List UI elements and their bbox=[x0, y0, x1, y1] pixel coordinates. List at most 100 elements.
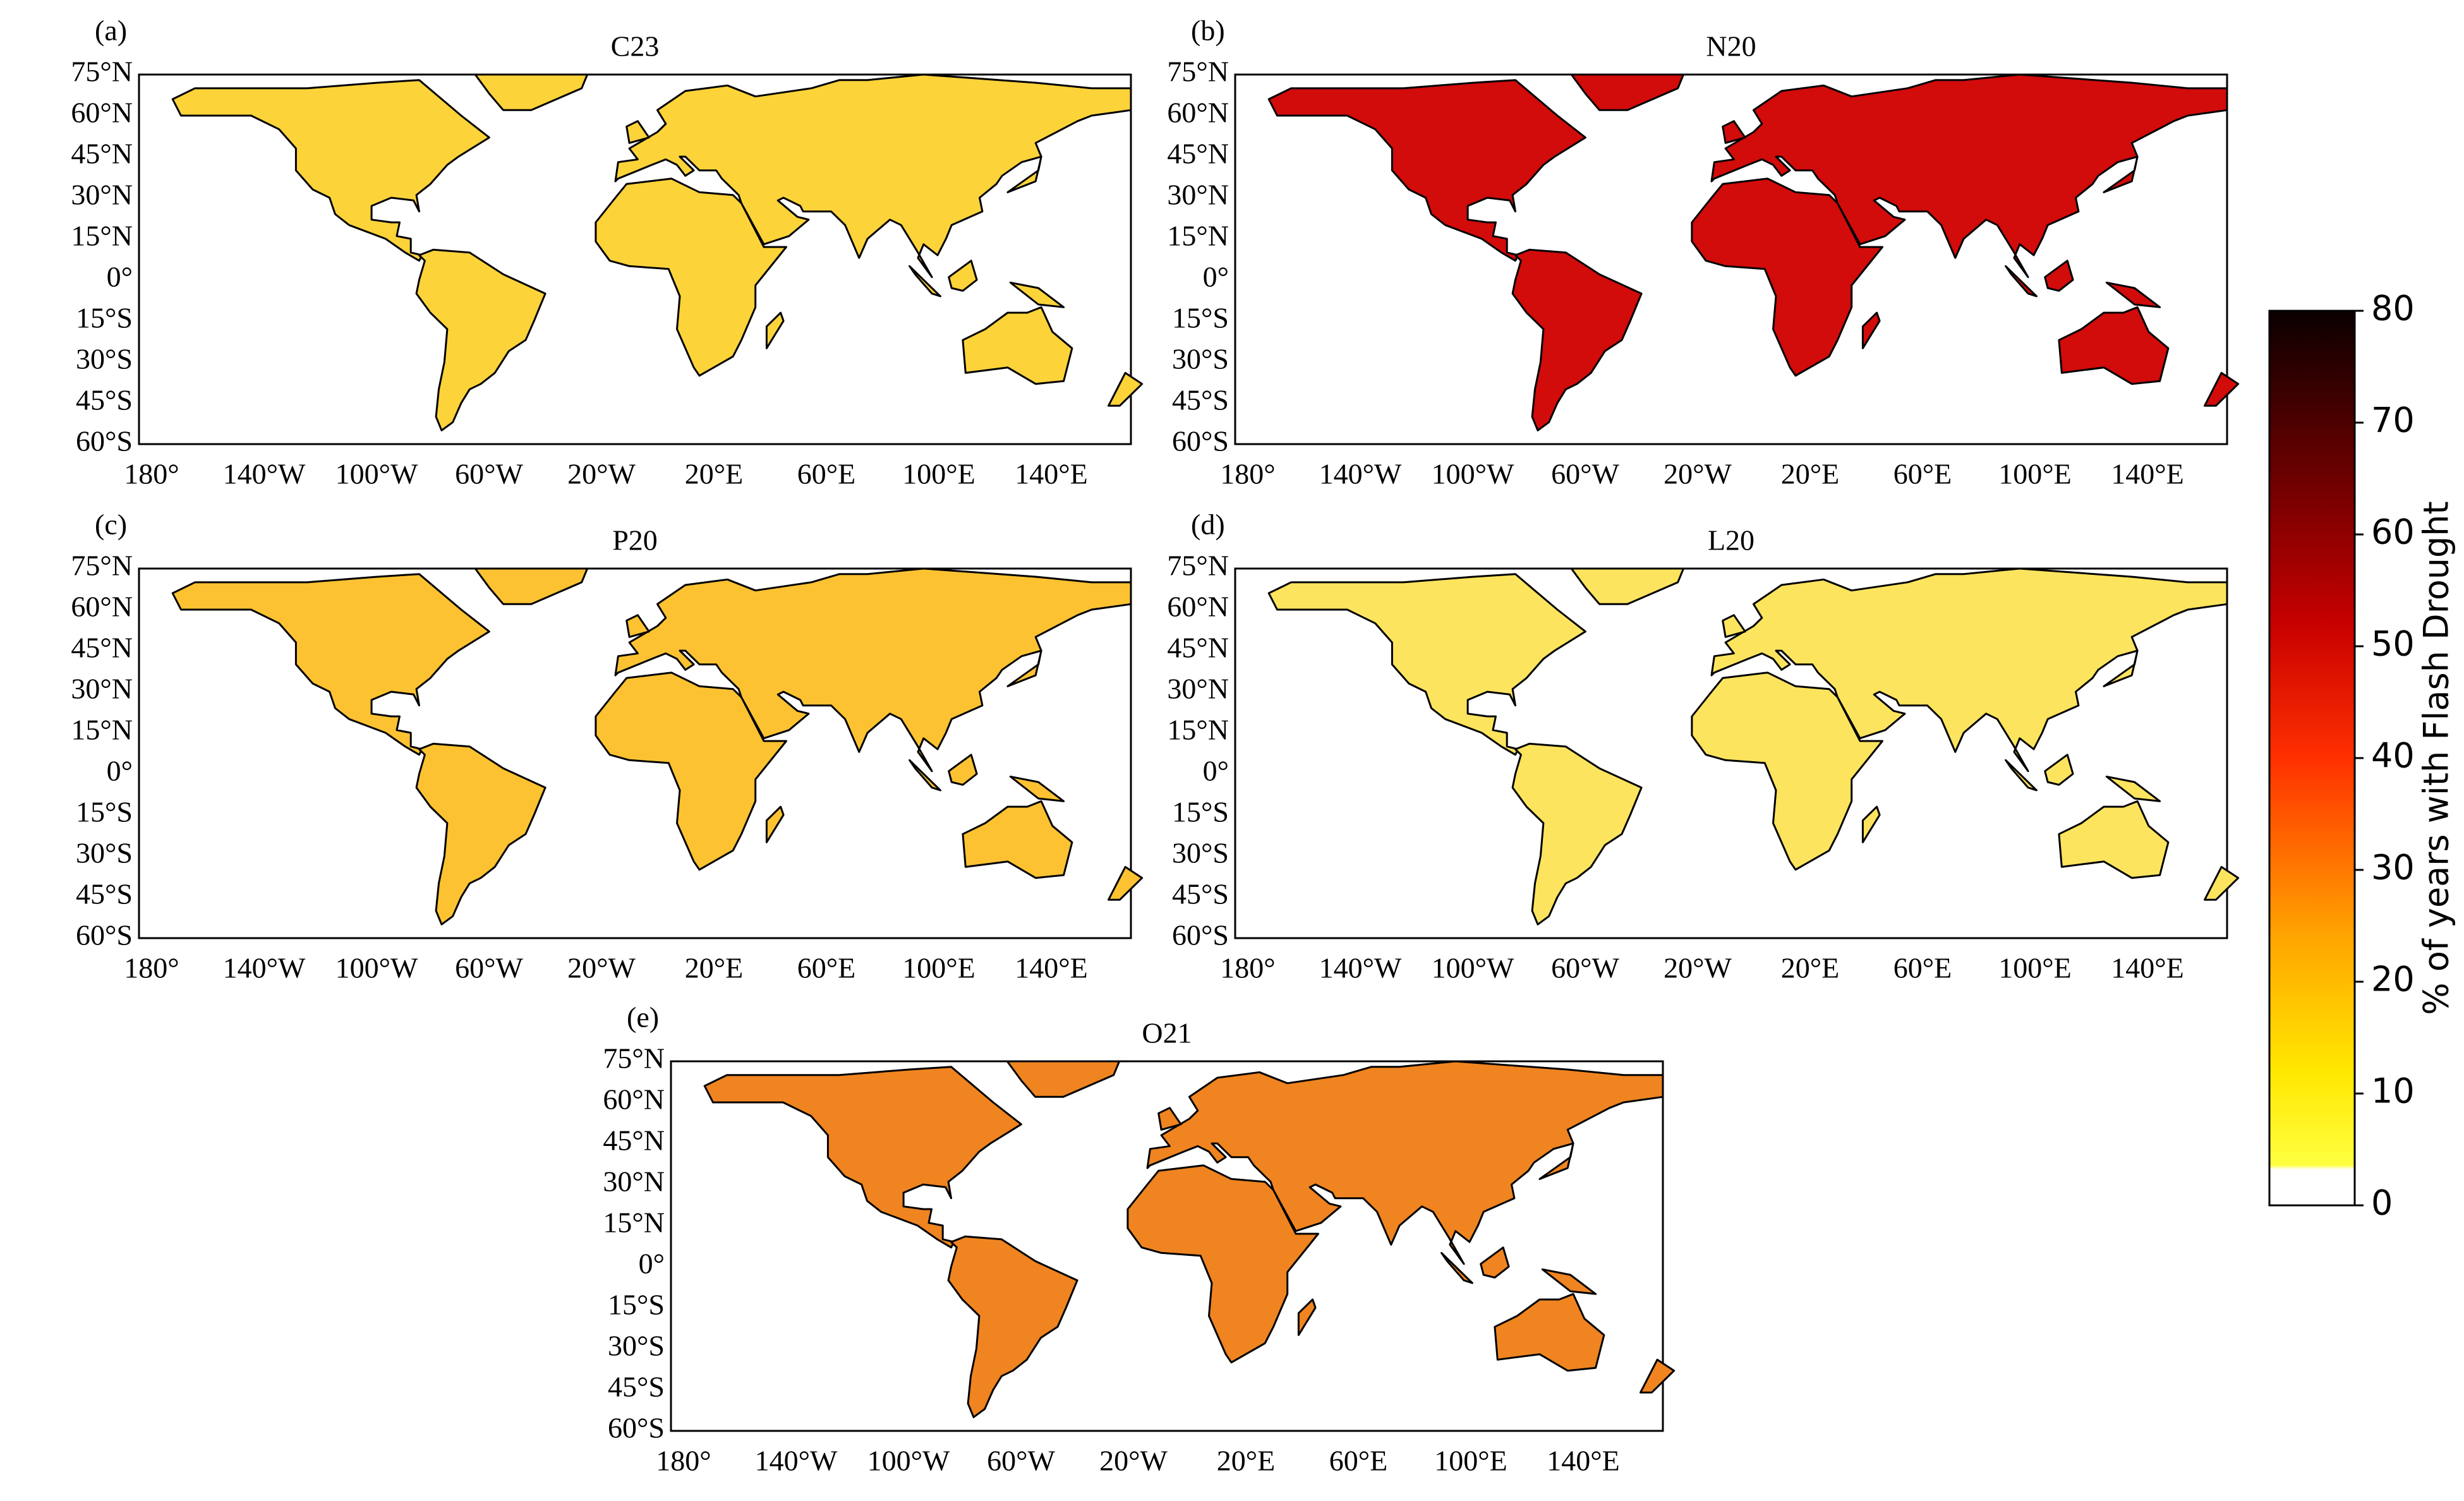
lon-tick-label: 140°E bbox=[2111, 458, 2184, 490]
lat-tick-label: 0° bbox=[107, 755, 133, 787]
lon-tick-label: 140°W bbox=[1319, 952, 1402, 984]
lon-tick-label: 60°W bbox=[1551, 458, 1619, 490]
land bbox=[1861, 311, 1881, 349]
lat-tick-label: 45°N bbox=[1167, 632, 1229, 664]
lat-tick-label: 60°S bbox=[608, 1412, 665, 1444]
land bbox=[614, 567, 1132, 773]
lon-tick-label: 20°W bbox=[1664, 952, 1732, 984]
land bbox=[948, 754, 978, 786]
panel-title: L20 bbox=[1708, 524, 1754, 557]
lon-tick-label: 140°W bbox=[755, 1445, 838, 1477]
land bbox=[1861, 805, 1881, 843]
lat-tick-label: 15°N bbox=[603, 1207, 665, 1239]
colorbar-tick-label: 40 bbox=[2371, 736, 2415, 776]
land bbox=[1722, 120, 1746, 144]
lat-tick-label: 15°S bbox=[1172, 302, 1229, 334]
lat-tick-label: 45°S bbox=[1172, 878, 1229, 910]
colorbar-tick-label: 30 bbox=[2371, 848, 2415, 888]
panel-label: (e) bbox=[627, 1001, 659, 1034]
land bbox=[2204, 865, 2240, 901]
land bbox=[1006, 155, 1042, 193]
lon-tick-label: 180° bbox=[124, 952, 179, 984]
lon-tick-label: 180° bbox=[1220, 458, 1275, 490]
lon-tick-label: 140°E bbox=[1015, 952, 1088, 984]
land bbox=[171, 573, 490, 756]
lat-tick-label: 45°S bbox=[76, 384, 133, 416]
lat-tick-label: 60°N bbox=[1167, 97, 1229, 129]
lat-tick-label: 15°S bbox=[1172, 796, 1229, 828]
land bbox=[1541, 1268, 1597, 1295]
lat-tick-label: 45°N bbox=[1167, 138, 1229, 170]
lat-tick-label: 75°N bbox=[1167, 550, 1229, 582]
lon-tick-label: 20°E bbox=[1781, 952, 1840, 984]
lat-tick-label: 15°N bbox=[1167, 220, 1229, 252]
lat-tick-label: 15°S bbox=[76, 796, 133, 828]
lon-tick-label: 100°W bbox=[1432, 458, 1514, 490]
land bbox=[1157, 1107, 1182, 1131]
lon-tick-label: 20°E bbox=[1781, 458, 1840, 490]
land bbox=[1006, 649, 1042, 687]
land bbox=[1009, 281, 1065, 308]
panel-label: (d) bbox=[1191, 509, 1225, 541]
lat-tick-label: 75°N bbox=[1167, 56, 1229, 88]
lat-tick-label: 60°N bbox=[71, 591, 133, 623]
land bbox=[703, 1066, 1022, 1249]
land bbox=[2005, 759, 2038, 792]
lon-tick-label: 100°E bbox=[1998, 952, 2072, 984]
colorbar: 0 10 20 30 40 50 60 70 80 % of years with Flash D… bbox=[2268, 289, 2456, 1223]
land bbox=[625, 614, 650, 638]
land bbox=[1511, 742, 1643, 925]
land bbox=[962, 800, 1073, 879]
lat-tick-label: 60°S bbox=[1172, 425, 1229, 457]
lon-tick-label: 180° bbox=[656, 1445, 711, 1477]
lat-tick-label: 0° bbox=[107, 261, 133, 293]
lat-tick-label: 0° bbox=[639, 1248, 665, 1280]
lon-tick-label: 100°E bbox=[902, 458, 975, 490]
land bbox=[1691, 178, 1883, 377]
lon-tick-label: 100°W bbox=[1432, 952, 1514, 984]
lon-tick-label: 100°E bbox=[1434, 1445, 1507, 1477]
lon-tick-label: 140°W bbox=[1319, 458, 1402, 490]
panel-title: N20 bbox=[1706, 30, 1756, 63]
land bbox=[1108, 371, 1144, 407]
land bbox=[909, 265, 941, 298]
land bbox=[2058, 800, 2170, 879]
land bbox=[1691, 672, 1883, 871]
colorbar-tick-label: 60 bbox=[2371, 512, 2415, 552]
land bbox=[1480, 1246, 1510, 1279]
lon-tick-label: 180° bbox=[1220, 952, 1275, 984]
lat-tick-label: 45°N bbox=[71, 632, 133, 664]
lon-tick-label: 100°E bbox=[902, 952, 975, 984]
land bbox=[595, 178, 787, 377]
lat-tick-label: 45°S bbox=[1172, 384, 1229, 416]
lon-tick-label: 60°E bbox=[1893, 458, 1952, 490]
land bbox=[962, 306, 1073, 385]
land bbox=[2204, 371, 2240, 407]
land bbox=[1640, 1358, 1676, 1394]
land bbox=[625, 120, 650, 144]
lat-tick-label: 30°N bbox=[1167, 673, 1229, 705]
land bbox=[1006, 1060, 1121, 1098]
lon-tick-label: 20°E bbox=[1217, 1445, 1276, 1477]
panel-title: O21 bbox=[1142, 1017, 1192, 1049]
lat-tick-label: 30°S bbox=[608, 1330, 665, 1362]
lon-tick-label: 60°E bbox=[1893, 952, 1952, 984]
land bbox=[1722, 614, 1746, 638]
colorbar-tick-label: 50 bbox=[2371, 624, 2415, 664]
lon-tick-label: 180° bbox=[124, 458, 179, 490]
lat-tick-label: 30°S bbox=[1172, 837, 1229, 869]
lat-tick-label: 15°N bbox=[71, 714, 133, 746]
land bbox=[765, 805, 785, 843]
lon-tick-label: 60°E bbox=[797, 458, 856, 490]
land bbox=[614, 73, 1132, 279]
lon-tick-label: 60°W bbox=[987, 1445, 1055, 1477]
lat-tick-label: 60°S bbox=[76, 919, 133, 951]
lon-tick-label: 100°E bbox=[1998, 458, 2072, 490]
land bbox=[1570, 567, 1685, 605]
lat-tick-label: 30°N bbox=[71, 179, 133, 211]
land bbox=[909, 759, 941, 792]
land bbox=[2044, 754, 2074, 786]
colorbar-tick-label: 0 bbox=[2371, 1183, 2393, 1223]
lon-tick-label: 20°E bbox=[685, 458, 744, 490]
lat-tick-label: 15°N bbox=[1167, 714, 1229, 746]
